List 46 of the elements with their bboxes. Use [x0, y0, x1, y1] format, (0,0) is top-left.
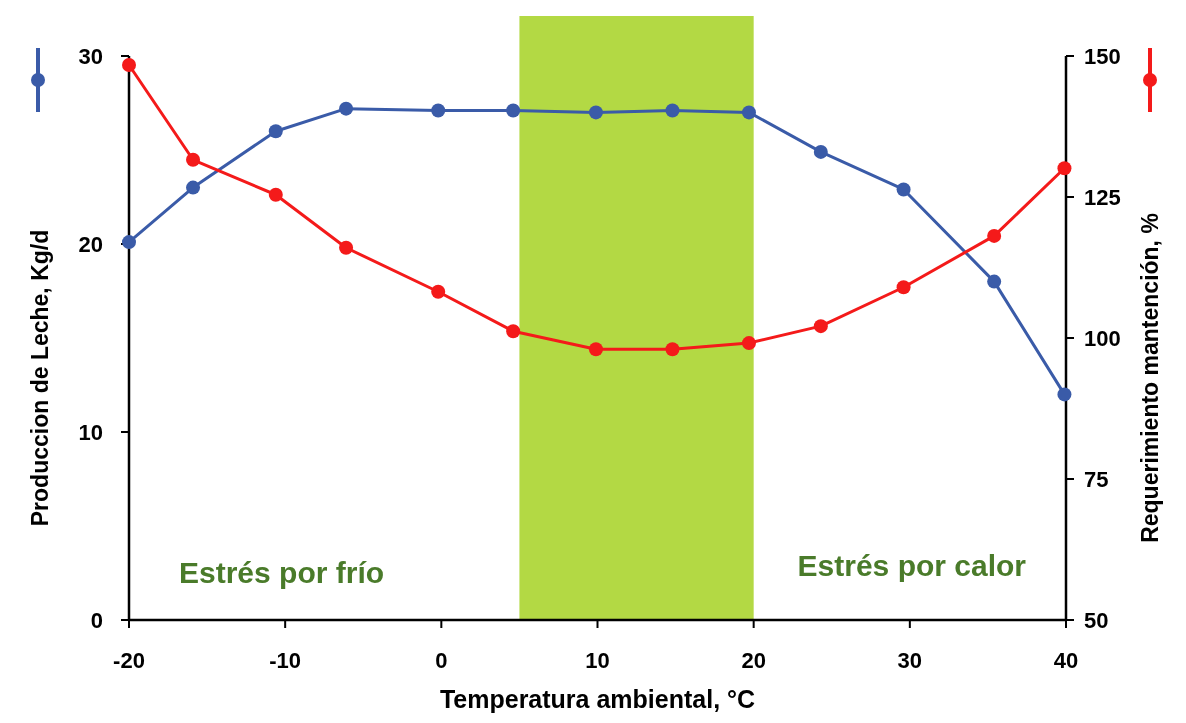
annotation: Estrés por calor: [797, 549, 1027, 582]
x-tick-label: 40: [1053, 648, 1079, 673]
y-tick-label: 0: [90, 608, 103, 633]
point: [588, 342, 603, 357]
y2-tick-label: 100: [1084, 326, 1121, 351]
point: [1057, 161, 1072, 176]
point: [431, 284, 446, 299]
point: [741, 105, 756, 120]
point: [1057, 387, 1072, 402]
y2-tick-label: 150: [1084, 44, 1121, 69]
y2-tick-label: 125: [1084, 185, 1121, 210]
y2-tick-label: 75: [1084, 467, 1109, 492]
point: [987, 274, 1002, 289]
x-tick-label: 10: [585, 648, 610, 673]
point: [741, 336, 756, 351]
x-tick-label: 20: [741, 648, 766, 673]
y2-axis-title: Requerimiento mantención, %: [1137, 213, 1163, 543]
point: [186, 152, 201, 167]
x-axis-title: Temperatura ambiental, °C: [439, 685, 756, 713]
y-tick-label: 10: [78, 420, 103, 445]
point: [665, 103, 680, 118]
point: [987, 228, 1002, 243]
point: [506, 324, 521, 339]
annotation: Estrés por frío: [179, 556, 385, 589]
x-tick-label: 30: [897, 648, 923, 673]
x-tick-label: -10: [269, 648, 302, 673]
point: [268, 187, 283, 202]
y-tick-label: 20: [78, 232, 103, 257]
point: [588, 105, 603, 120]
point: [896, 280, 911, 295]
point: [339, 240, 354, 255]
y-tick-label: 30: [78, 44, 103, 69]
y2-tick-label: 50: [1084, 608, 1109, 633]
point: [339, 101, 354, 116]
point: [896, 182, 911, 197]
point: [506, 103, 521, 118]
point: [122, 235, 136, 250]
point: [813, 319, 828, 334]
y-axis-title: Produccion de Leche, Kg/d: [27, 229, 53, 527]
x-tick-label: -20: [113, 648, 145, 673]
x-tick-label: 0: [435, 648, 448, 673]
point: [431, 103, 446, 118]
point: [186, 180, 201, 195]
point: [813, 144, 828, 159]
point: [268, 124, 283, 139]
point: [665, 342, 680, 357]
